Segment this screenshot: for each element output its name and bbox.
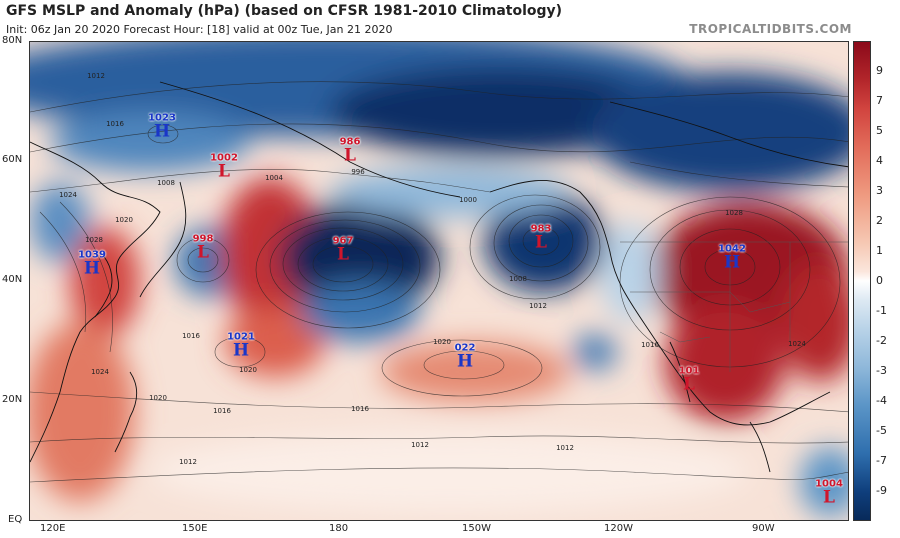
system-symbol: L [535,232,547,253]
isobar-label: 1020 [149,394,167,402]
isobar-label: 1016 [351,405,369,413]
colorbar-tick-label: -1 [876,304,887,317]
colorbar-tick-label: 4 [876,154,883,167]
colorbar-tick-label: -4 [876,394,887,407]
lat-label: 60N [2,154,23,165]
pressure-system-high: 1023 H [148,112,176,142]
pressure-system-low: 986 L [339,136,361,166]
system-pressure-value: 986 [339,136,361,148]
system-pressure-value: 1021 [227,331,255,343]
system-symbol: L [683,374,695,395]
system-symbol: H [232,340,250,361]
isobar-lines [30,81,848,483]
anomaly-field [30,42,848,520]
isobar-label: 1016 [106,120,124,128]
colorbar-tick-label: 5 [876,124,883,137]
pressure-system-high: 022 H [454,342,476,372]
system-pressure-value: 967 [332,235,354,247]
isobar-label: 1016 [641,341,659,349]
pressure-system-low: 1002 L [210,152,238,182]
isobar-label: 1000 [459,196,477,204]
borders [620,241,848,372]
colorbar-tick-label: 1 [876,244,883,257]
isobar-label: 1020 [115,216,133,224]
system-symbol: L [337,244,349,265]
system-pressure-value: 022 [454,342,476,354]
lat-label: EQ [8,514,23,525]
isobar-label: 1028 [725,209,743,217]
isobar-label: 1020 [239,366,257,374]
lat-label: 40N [2,274,23,285]
system-pressure-value: 1023 [148,112,176,124]
colorbar-tick-label: 2 [876,214,883,227]
system-symbol: L [344,145,356,166]
map-panel [29,41,849,521]
isobar-label: 1008 [509,275,527,283]
isobar-label: 1008 [157,179,175,187]
isobar-label: 1020 [433,338,451,346]
system-pressure-value: 983 [530,223,552,235]
pressure-system-high: 1042 H [718,243,746,273]
isobar-label: 1024 [788,340,806,348]
system-pressure-value: 1002 [210,152,238,164]
system-symbol: H [83,258,101,279]
pressure-system-high: 1039 H [78,249,106,279]
pressure-system-low: 101 L [678,365,700,395]
isobar-label: 1016 [213,407,231,415]
colorbar-tick-label: -9 [876,484,887,497]
isobar-label: 1012 [179,458,197,466]
pressure-system-low: 998 L [192,233,214,263]
map-title: GFS MSLP and Anomaly (hPa) (based on CFS… [6,3,563,19]
lon-label: 90W [752,523,775,534]
isobar-label: 1028 [85,236,103,244]
system-pressure-value: 101 [678,365,700,377]
colorbar-tick-label: -2 [876,334,887,347]
isobar-label: 1012 [87,72,105,80]
pressure-system-low: 967 L [332,235,354,265]
isobar-label: 1004 [265,174,283,182]
colorbar-tick-label: -3 [876,364,887,377]
system-pressure-value: 998 [192,233,214,245]
system-pressure-value: 1042 [718,243,746,255]
system-symbol: H [153,121,171,142]
brand-watermark[interactable]: TROPICALTIDBITS.COM [689,22,852,36]
system-pressure-value: 1039 [78,249,106,261]
pressure-system-high: 1021 H [227,331,255,361]
isobar-label: 1024 [91,368,109,376]
isobar-label: 1016 [182,332,200,340]
isobar-label: 1024 [59,191,77,199]
system-symbol: H [456,351,474,372]
system-pressure-value: 1004 [815,478,843,490]
colorbar-tick-label: 0 [876,274,883,287]
colorbar-tick-label: -5 [876,424,887,437]
pressure-system-low: 983 L [530,223,552,253]
coastlines [30,81,848,473]
colorbar [853,41,871,521]
system-symbol: H [723,252,741,273]
map-subtitle: Init: 06z Jan 20 2020 Forecast Hour: [18… [6,23,393,36]
lat-label: 20N [2,394,23,405]
isobar-label: 1012 [411,441,429,449]
isobar-label: 996 [351,168,365,176]
lon-label: 150W [462,523,491,534]
lat-label: 80N [2,35,23,46]
anomaly-blobs [30,42,848,517]
colorbar-tick-label: 9 [876,64,883,77]
system-symbol: L [218,161,230,182]
colorbar-tick-label: -7 [876,454,887,467]
lon-label: 150E [182,523,208,534]
isobar-label: 1012 [556,444,574,452]
isobar-label: 1012 [529,302,547,310]
pressure-system-low: 1004 L [815,478,843,508]
lon-label: 120E [40,523,66,534]
colorbar-tick-label: 3 [876,184,883,197]
lon-label: 120W [604,523,633,534]
system-symbol: L [197,242,209,263]
system-symbol: L [823,487,835,508]
colorbar-tick-label: 7 [876,94,883,107]
lon-label: 180 [329,523,349,534]
